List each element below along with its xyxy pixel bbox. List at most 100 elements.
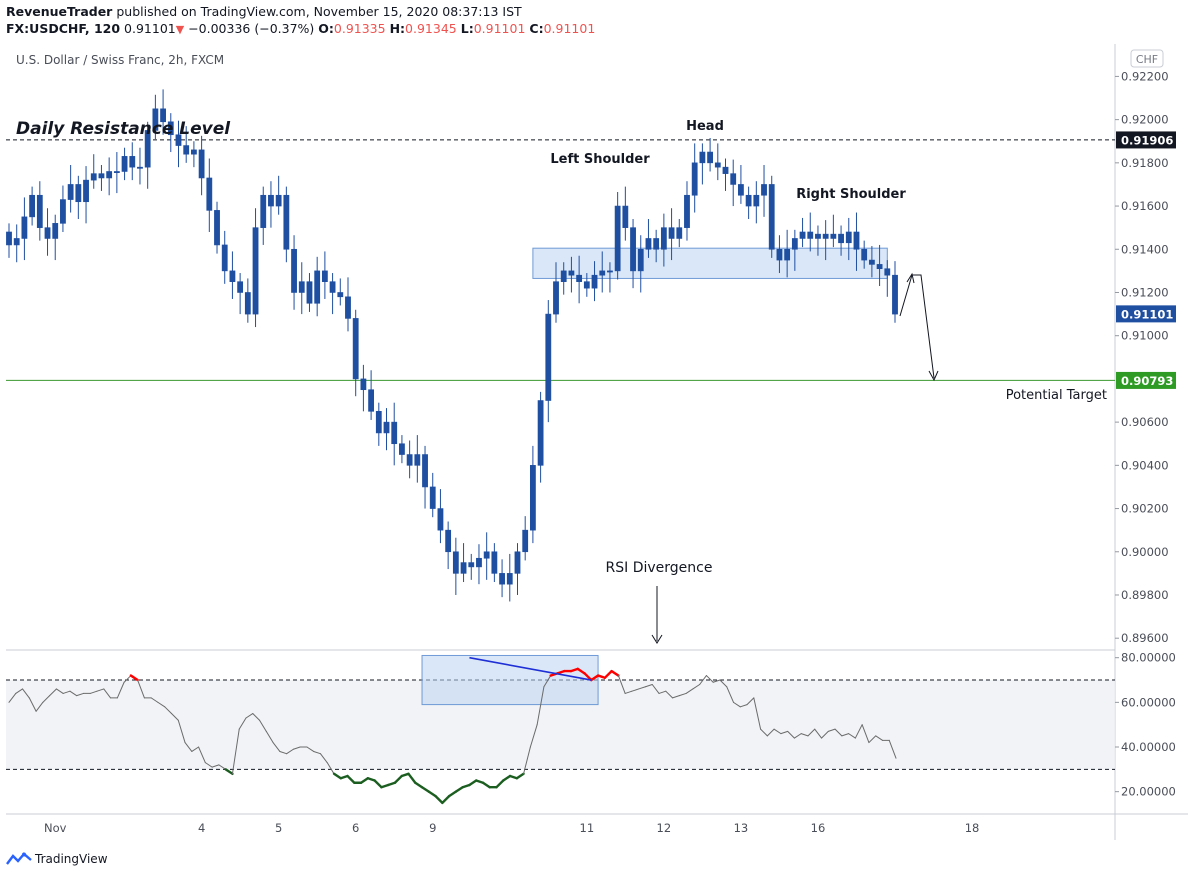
candle-body [314,270,321,304]
candle-body [830,233,837,239]
rsi-segment [211,764,220,768]
candle-body [707,151,713,164]
rsi-segment [617,675,626,694]
projection-path [899,274,935,379]
candle-body [499,573,505,585]
rsi-segment [712,679,721,683]
rsi-divergence-line [469,656,592,681]
rsi-segment [854,724,863,739]
candle-body [298,281,305,293]
candle-body [422,454,428,488]
candle-body [21,216,28,239]
candle-body [198,149,205,179]
rsi-segment [834,728,843,737]
candle-body [237,281,244,293]
candle-body [13,238,20,246]
candle-body [60,199,66,224]
footer-brand[interactable]: TradingView [35,852,108,866]
low-label: L: [460,21,474,36]
candle-body [275,194,282,207]
rsi-segment [875,735,883,741]
rsi-segment [739,704,748,708]
candle-body [414,454,421,466]
rsi-segment [407,772,417,784]
rsi-segment [129,674,139,682]
last-price: 0.91101 [124,21,176,36]
rsi-divergence-zone [421,654,599,706]
rsi-segment [177,719,186,744]
candle-body [560,270,567,282]
time-tick-label: 18 [965,821,980,835]
candle-body [876,264,883,270]
candle-body [191,149,197,155]
time-tick-label: 11 [580,821,595,835]
rsi-segment [35,701,44,712]
candle-body [137,166,143,169]
series-title: U.S. Dollar / Swiss Franc, 2h, FXCM [16,53,224,67]
candle-body [260,194,267,228]
rsi-segment [265,730,274,744]
rsi-segment [454,786,464,793]
rsi-segment [346,774,356,784]
candle-body [214,210,220,246]
price-label-target: 0.90793 [1121,374,1173,388]
rsi-segment [610,669,620,677]
rsi-segment [137,679,145,699]
candle-body [630,227,636,272]
rsi-tick-label: 20.00000 [1121,785,1176,799]
candle-body [36,194,43,228]
price-label-resistance: 0.91906 [1121,133,1173,147]
price-label-box [1116,305,1176,323]
candle-body [121,156,128,172]
publisher-name[interactable]: RevenueTrader [6,4,113,19]
rsi-segment [888,739,897,759]
rsi-segment [583,672,593,682]
rsi-segment [523,746,531,775]
candle-body [268,194,274,207]
time-tick-label: 4 [198,821,205,835]
candle-body [761,184,767,196]
publish-text: published on TradingView.com, November 1… [112,4,522,19]
rsi-segment [393,774,403,784]
rsi-segment [279,750,288,755]
rsi-segment [231,728,240,775]
price-tick-label: 0.90600 [1121,415,1169,429]
currency-label: CHF [1136,53,1158,66]
candle-body [660,227,667,250]
candle-body [868,259,875,265]
candle-body [884,268,891,276]
rsi-segment [55,688,64,694]
rsi-segment [150,697,159,703]
rsi-segment [313,750,321,755]
rsi-segment [359,777,370,784]
rsi-segment [631,688,640,692]
rsi-segment [198,746,206,764]
price-tick-label: 0.91400 [1121,242,1169,256]
rsi-tick-label: 80.00000 [1121,651,1176,665]
rsi-segment [252,713,261,721]
candle-body [799,231,806,239]
rsi-segment [800,733,809,737]
rsi-segment [272,742,281,752]
candle-body [252,227,259,315]
rsi-segment [495,779,505,789]
footer: TradingView [6,852,108,866]
rsi-segment [780,730,789,735]
candle-body [244,292,251,315]
time-tick-label: 5 [275,821,282,835]
candle-body [437,508,444,531]
candle-body [221,244,228,272]
rsi-segment [644,683,653,688]
price-tick-label: 0.90000 [1121,545,1169,559]
price-tick-label: 0.92200 [1121,69,1169,83]
rsi-segment [603,669,613,679]
candle-body [522,529,529,553]
candle-body [637,248,644,272]
candle-body [614,205,621,272]
rsi-segment [732,701,741,708]
rsi-segment [427,790,437,798]
candle-body [368,389,375,412]
divergence-pointer-head [651,634,663,644]
candle-body [383,421,390,434]
